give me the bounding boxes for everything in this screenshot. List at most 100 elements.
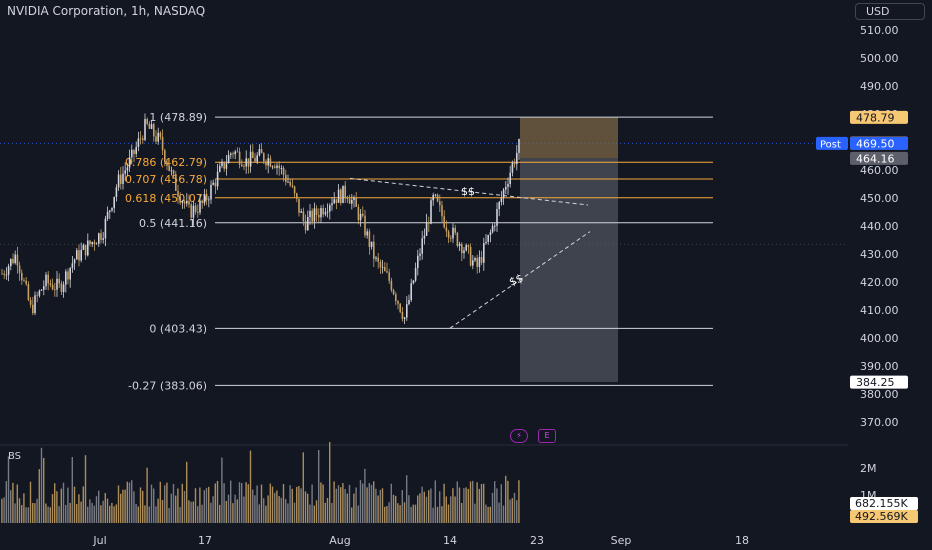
volume-bar — [254, 495, 256, 523]
volume-bar — [87, 506, 89, 523]
candle-body — [252, 151, 254, 159]
post-market-tag — [816, 136, 848, 150]
candle-body — [417, 255, 419, 269]
volume-bar — [166, 482, 168, 523]
candle-body — [425, 222, 428, 236]
volume-bar — [467, 489, 469, 523]
volume-bars — [1, 441, 520, 523]
volume-bar — [45, 503, 47, 523]
candle-body — [225, 163, 228, 169]
candle-body — [478, 257, 481, 267]
candle-body — [335, 199, 338, 203]
volume-bar — [223, 483, 225, 523]
candle-body — [150, 124, 153, 129]
candle-body — [368, 231, 371, 248]
lightning-icon[interactable]: ⚡ — [510, 429, 528, 443]
volume-bar — [414, 504, 417, 523]
volume-bar — [322, 484, 324, 523]
volume-bar — [423, 491, 425, 523]
volume-bar — [353, 493, 355, 523]
candle-body — [221, 161, 223, 167]
volume-bar — [351, 507, 353, 523]
volume-bar — [102, 500, 104, 523]
candle-body — [133, 149, 135, 154]
volume-bar — [43, 457, 45, 523]
volume-bar — [485, 504, 487, 523]
candle-body — [120, 174, 122, 184]
volume-bar — [60, 488, 62, 523]
candle-body — [436, 194, 439, 202]
candle-body — [60, 283, 63, 293]
volume-bar — [62, 482, 65, 523]
volume-bar — [109, 505, 111, 523]
volume-bar — [245, 482, 247, 523]
volume-bar — [203, 490, 205, 523]
volume-bar — [282, 484, 285, 523]
candle-body — [34, 295, 36, 314]
volume-bar — [157, 498, 159, 523]
volume-bar — [320, 482, 322, 523]
volume-sell-badge — [850, 497, 918, 510]
volume-bar — [329, 441, 331, 523]
candle-body — [36, 295, 38, 297]
volume-bar — [214, 483, 216, 523]
volume-bar — [443, 483, 445, 523]
volume-axis-label: 2M — [860, 462, 877, 475]
volume-bar — [95, 496, 98, 523]
candle-body — [203, 193, 206, 203]
volume-bar — [219, 504, 221, 523]
volume-bar — [434, 480, 436, 523]
volume-bar — [49, 507, 51, 523]
candle-body — [14, 254, 16, 264]
trendline-lower[interactable] — [449, 231, 591, 329]
volume-bar — [98, 490, 100, 523]
candle-body — [56, 278, 58, 290]
volume-bar — [76, 504, 78, 523]
time-axis-label: 14 — [443, 534, 457, 547]
candle-body — [452, 227, 454, 239]
fib-level-label: 0.707 (456.78) — [125, 173, 207, 186]
candle-body — [289, 181, 291, 186]
candle-body — [293, 186, 296, 194]
candle-body — [476, 258, 478, 267]
candle-body — [412, 280, 415, 284]
volume-bar — [197, 506, 199, 523]
candle-body — [91, 242, 93, 245]
candle-body — [494, 225, 496, 227]
candle-body — [38, 290, 41, 296]
currency-selector[interactable]: USD — [855, 3, 925, 20]
candle-body — [157, 132, 159, 142]
earnings-button[interactable]: E — [538, 429, 556, 443]
volume-bar — [346, 493, 348, 523]
volume-bar — [337, 485, 340, 523]
price-tick-label: 490.00 — [860, 80, 899, 93]
volume-bar — [419, 493, 421, 523]
candle-body — [102, 238, 104, 240]
candle-body — [40, 289, 43, 291]
volume-bar — [463, 488, 465, 523]
volume-bar — [155, 506, 157, 523]
candle-body — [148, 123, 151, 129]
volume-sell-value: 682.155K — [855, 497, 908, 510]
candle-body — [76, 250, 78, 260]
candle-body — [84, 244, 87, 256]
volume-bar — [452, 488, 454, 523]
volume-bar — [40, 447, 43, 523]
volume-bar — [348, 484, 351, 523]
volume-bar — [384, 506, 386, 523]
candle-body — [139, 138, 142, 140]
candle-body — [390, 280, 393, 291]
volume-bar — [278, 496, 280, 523]
candle-body — [441, 205, 443, 217]
candle-body — [485, 241, 487, 244]
volume-bar — [331, 502, 333, 523]
candle-body — [307, 216, 309, 231]
volume-bar — [170, 493, 172, 523]
trendline-upper[interactable] — [349, 177, 589, 206]
candle-body — [89, 240, 91, 245]
volume-bar — [144, 505, 146, 523]
candle-body — [183, 201, 186, 204]
time-axis-label: 17 — [198, 534, 212, 547]
volume-bar — [428, 490, 430, 523]
